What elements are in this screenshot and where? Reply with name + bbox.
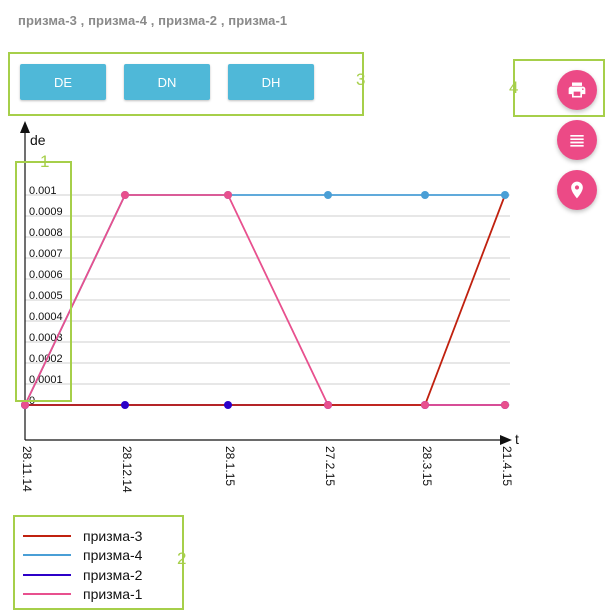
- legend-item: призма-4: [23, 546, 142, 564]
- y-axis-box: [15, 161, 72, 402]
- tab-dh-button[interactable]: DH: [228, 64, 314, 100]
- legend-item: призма-2: [23, 566, 142, 584]
- legend: призма-3 призма-4 призма-2 призма-1: [13, 515, 184, 610]
- y-tick-label: 0.0007: [29, 248, 63, 260]
- list-icon: [570, 135, 584, 147]
- data-point: [21, 401, 29, 409]
- print-button[interactable]: [557, 70, 597, 110]
- data-point: [324, 191, 332, 199]
- legend-swatch: [23, 574, 71, 576]
- y-tick-label: 0.0008: [29, 227, 63, 239]
- legend-swatch: [23, 554, 71, 556]
- tab-buttons-group: DE DN DH: [8, 52, 364, 116]
- y-tick-label: 0.0009: [29, 206, 63, 218]
- legend-label: призма-4: [83, 547, 143, 563]
- data-point: [501, 191, 509, 199]
- series-line: [24, 194, 505, 406]
- tab-de-button[interactable]: DE: [20, 64, 106, 100]
- print-icon: [568, 82, 586, 98]
- tab-dn-button[interactable]: DN: [124, 64, 210, 100]
- data-point: [224, 401, 232, 409]
- y-tick-label: 0.0002: [29, 353, 63, 365]
- legend-item: призма-1: [23, 585, 142, 603]
- x-tick-label: 27.2.15: [323, 446, 337, 486]
- y-axis-label: de: [30, 132, 46, 148]
- x-axis-label: t: [515, 431, 519, 447]
- legend-label: призма-3: [83, 528, 143, 544]
- annotation-label-1: 1: [40, 152, 50, 171]
- y-tick-label: 0.001: [29, 185, 57, 197]
- data-point: [421, 401, 429, 409]
- location-pin-icon: [571, 181, 583, 199]
- x-tick-label: 28.3.15: [420, 446, 434, 486]
- data-point: [501, 401, 509, 409]
- annotation-label-3: 3: [356, 70, 366, 89]
- y-tick-label: 0.0005: [29, 290, 63, 302]
- x-tick-label: 28.1.15: [223, 446, 237, 486]
- legend-label: призма-1: [83, 586, 143, 602]
- x-tick-label: 28.11.14: [20, 446, 34, 492]
- x-tick-label: 28.12.14: [120, 446, 134, 493]
- y-tick-label: 0.0003: [29, 332, 63, 344]
- data-point: [224, 191, 232, 199]
- x-tick-label: 21.4.15: [500, 446, 514, 486]
- legend-item: призма-3: [23, 527, 142, 545]
- legend-swatch: [23, 593, 71, 595]
- annotation-label-2: 2: [177, 549, 187, 568]
- y-tick-label: 0.0004: [29, 311, 63, 323]
- data-point: [121, 401, 129, 409]
- data-point: [421, 191, 429, 199]
- data-point: [324, 401, 332, 409]
- actions-box: [513, 59, 605, 117]
- annotation-label-4: 4: [509, 78, 519, 97]
- y-tick-label: 0.0006: [29, 269, 63, 281]
- list-button[interactable]: [557, 120, 597, 160]
- chart-subtitle: призма-3 , призма-4 , призма-2 , призма-…: [18, 13, 288, 28]
- legend-swatch: [23, 535, 71, 537]
- location-button[interactable]: [557, 170, 597, 210]
- legend-label: призма-2: [83, 567, 143, 583]
- data-point: [121, 191, 129, 199]
- series-line: [25, 194, 506, 406]
